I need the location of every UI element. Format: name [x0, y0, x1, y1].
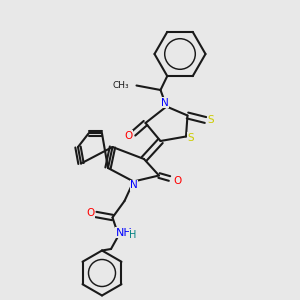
Text: N: N [130, 180, 138, 190]
Text: H: H [129, 230, 137, 240]
Text: S: S [187, 133, 194, 143]
Text: N: N [161, 98, 169, 108]
Text: O: O [86, 208, 95, 218]
Text: NH: NH [116, 227, 132, 238]
Text: O: O [124, 131, 132, 141]
Text: O: O [173, 176, 181, 187]
Text: S: S [208, 115, 214, 125]
Text: CH₃: CH₃ [112, 81, 129, 90]
